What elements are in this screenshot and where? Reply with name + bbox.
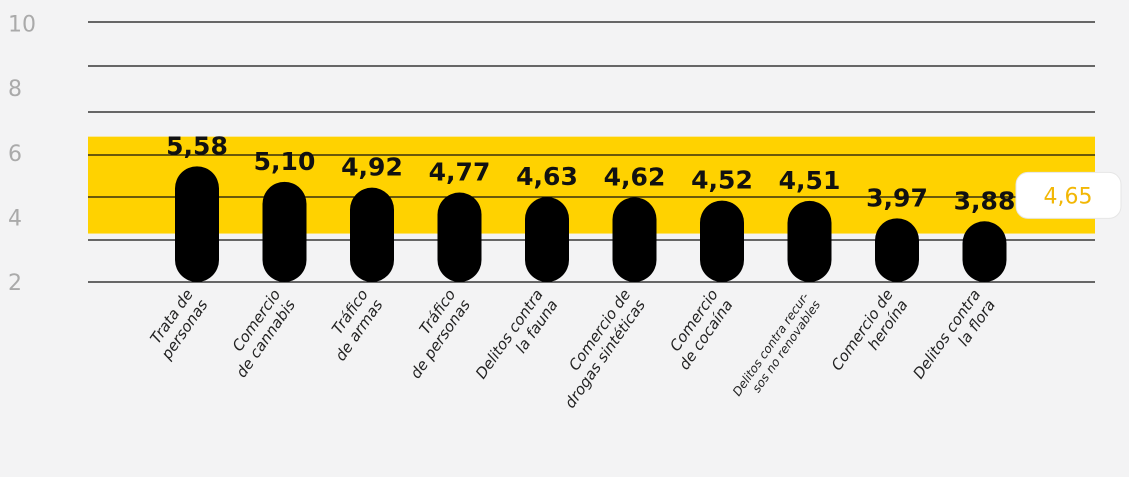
bar: [787, 200, 832, 282]
y-tick-label: 4: [8, 206, 22, 231]
bar: [612, 197, 657, 282]
bar-value-label: 3,88: [954, 186, 1016, 215]
average-label: 4,65: [1044, 184, 1093, 209]
bar-value-label: 4,63: [516, 162, 578, 191]
average-badge: [1015, 171, 1122, 219]
bar-value-label: 5,10: [254, 147, 316, 176]
bar-value-label: 4,51: [779, 166, 841, 195]
bar: [525, 197, 569, 282]
bar: [962, 221, 1007, 282]
bar: [437, 192, 482, 282]
bar: [700, 200, 744, 282]
bar-value-label: 4,77: [429, 158, 491, 187]
bar-value-label: 4,62: [604, 162, 666, 191]
y-tick-label: 10: [8, 13, 36, 38]
average-band: [88, 136, 1095, 234]
bar: [262, 181, 307, 282]
category-label-line: Delitos contra recur-: [730, 290, 812, 399]
bar: [350, 187, 394, 282]
y-tick-label: 8: [8, 77, 22, 102]
bar: [875, 218, 919, 282]
bar-value-label: 4,92: [341, 153, 403, 182]
bar-value-label: 4,52: [691, 166, 753, 195]
y-tick-label: 6: [8, 142, 22, 167]
category-label: Delitos contra recur-sos no renovables: [730, 290, 823, 399]
bar-value-label: 5,58: [166, 131, 228, 160]
bar-value-label: 3,97: [866, 183, 928, 212]
y-tick-label: 2: [8, 271, 22, 296]
bar: [175, 166, 219, 282]
